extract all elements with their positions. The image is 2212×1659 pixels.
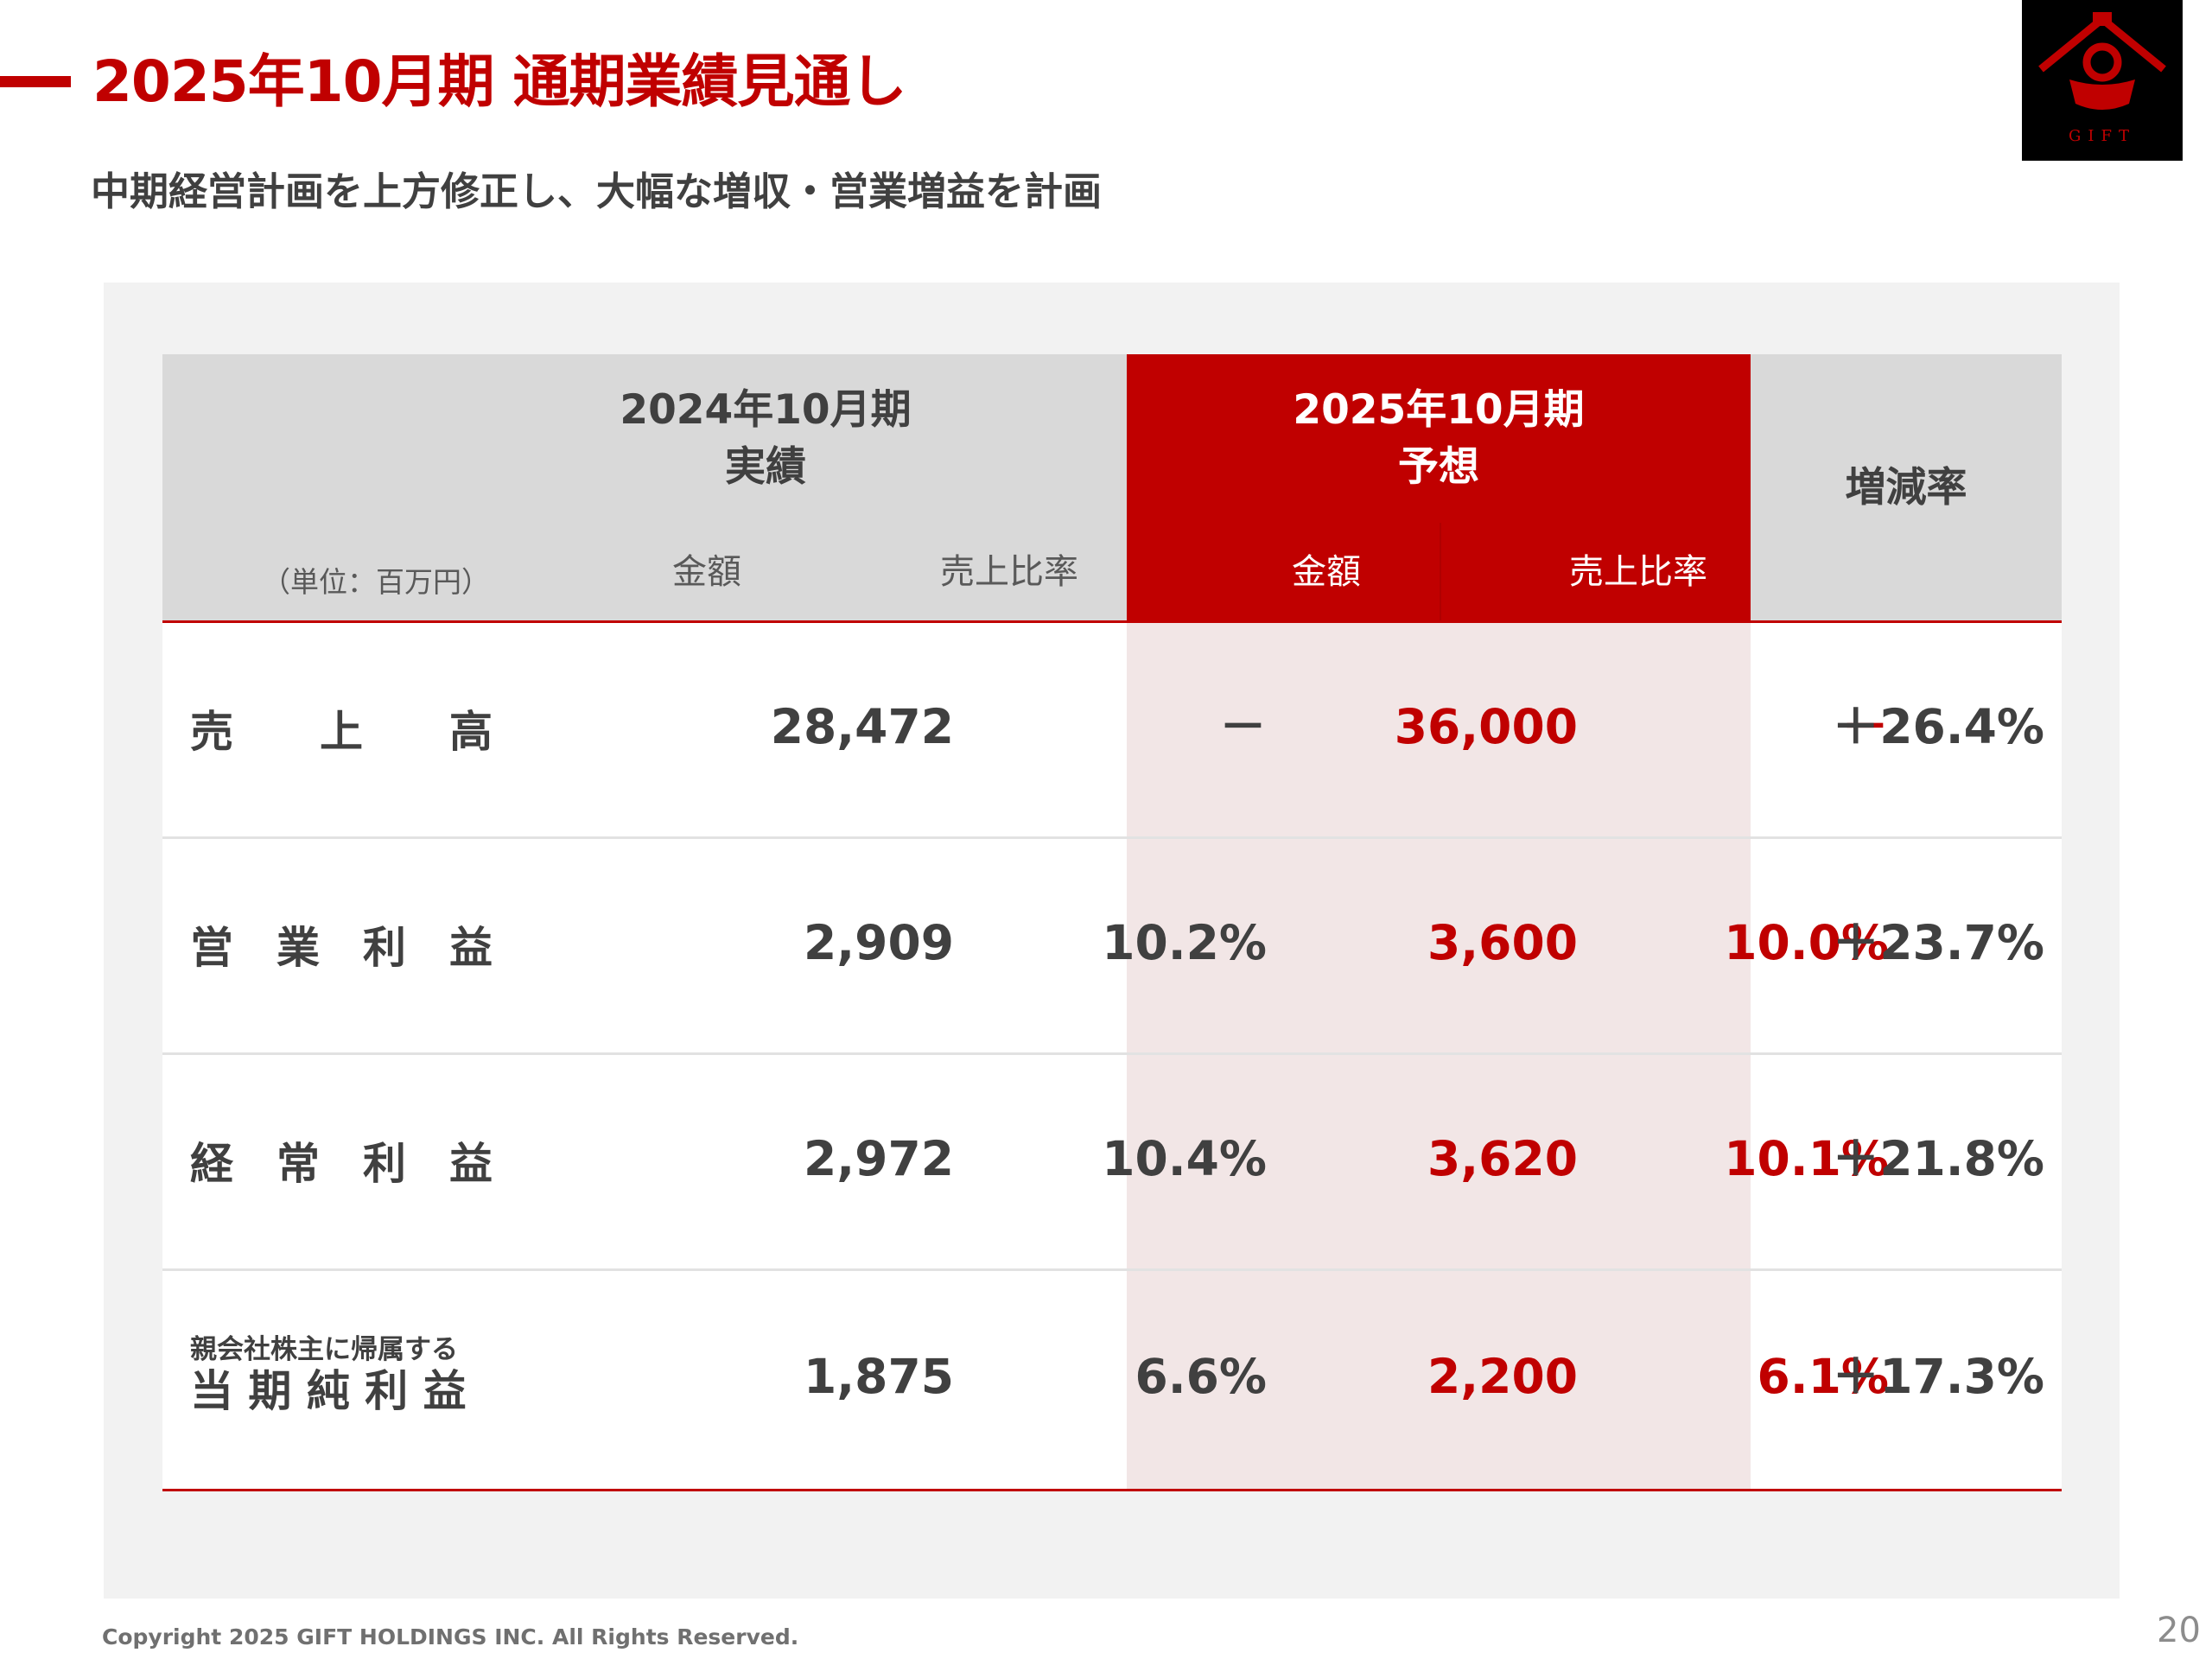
ordinary-actual-amount: 2,972	[804, 1131, 954, 1186]
net-forecast-amount: 2,200	[1427, 1349, 1578, 1404]
company-logo: GIFT	[2022, 0, 2183, 161]
operating-actual-ratio: 10.2%	[1102, 915, 1267, 970]
rate-header-bg	[1751, 354, 2062, 620]
ordinary-forecast-ratio: 10.1%	[1724, 1131, 1889, 1186]
sales-forecast-ratio: －	[1840, 699, 1889, 754]
table-bottom-rule	[162, 1489, 2062, 1491]
page-title: 2025年10月期 通期業績見通し	[92, 48, 907, 115]
unit-label: （単位：百万円）	[262, 565, 490, 599]
ordinary-change-rate: ＋21.8%	[1832, 1131, 2044, 1186]
gift-logo-icon: GIFT	[2022, 0, 2183, 161]
forecast-body-tint	[1127, 623, 1751, 1489]
actual-header-line2: 実績	[725, 443, 806, 491]
net-change-rate: ＋17.3%	[1832, 1349, 2044, 1404]
forecast-header-title: 2025年10月期 予想	[1223, 382, 1655, 496]
sales-forecast-amount: 36,000	[1394, 699, 1578, 754]
actual-header-line1: 2024年10月期	[620, 386, 912, 434]
operating-forecast-ratio: 10.0%	[1724, 915, 1889, 970]
operating-change-rate: ＋23.7%	[1832, 915, 2044, 970]
copyright: Copyright 2025 GIFT HOLDINGS INC. All Ri…	[102, 1624, 799, 1649]
sales-change-rate: ＋26.4%	[1832, 699, 2044, 754]
net-actual-ratio: 6.6%	[1135, 1349, 1267, 1404]
operating-forecast-amount: 3,600	[1427, 915, 1578, 970]
ordinary-actual-ratio: 10.4%	[1102, 1131, 1267, 1186]
forecast-table: 2024年10月期 実績 2025年10月期 予想 増減率 （単位：百万円） 金…	[162, 354, 2062, 1491]
row-label-net-income-prefix: 親会社株主に帰属する	[190, 1334, 458, 1365]
rate-header: 増減率	[1845, 464, 1967, 512]
ordinary-forecast-amount: 3,620	[1427, 1131, 1578, 1186]
forecast-header-bg	[1127, 354, 1751, 620]
forecast-amount-header: 金額	[1292, 552, 1361, 592]
row-label-sales: 売 上 高	[190, 707, 493, 757]
forecast-header-line1: 2025年10月期	[1293, 386, 1585, 434]
operating-actual-amount: 2,909	[804, 915, 954, 970]
logo-text: GIFT	[2069, 127, 2136, 145]
net-actual-amount: 1,875	[804, 1349, 954, 1404]
forecast-column-divider	[1440, 523, 1441, 620]
actual-ratio-header: 売上比率	[940, 552, 1078, 592]
actual-header-title: 2024年10月期 実績	[550, 382, 982, 496]
forecast-ratio-header: 売上比率	[1569, 552, 1707, 592]
sales-actual-amount: 28,472	[770, 699, 954, 754]
actual-header-bg	[162, 354, 1127, 620]
header-rule	[162, 620, 2062, 623]
row-label-ordinary-income: 経 常 利 益	[190, 1139, 493, 1189]
row-label-operating-income: 営 業 利 益	[190, 923, 493, 973]
row-label-net-income: 当 期 純 利 益	[190, 1366, 467, 1416]
sales-actual-ratio: －	[1218, 699, 1267, 754]
page-subtitle: 中期経営計画を上方修正し、大幅な増収・営業増益を計画	[91, 168, 1103, 214]
row-separator	[162, 1268, 2062, 1271]
page-number: 20	[2157, 1611, 2201, 1650]
actual-amount-header: 金額	[672, 552, 741, 592]
row-separator	[162, 1052, 2062, 1055]
row-separator	[162, 836, 2062, 839]
net-forecast-ratio: 6.1%	[1757, 1349, 1889, 1404]
forecast-header-line2: 予想	[1398, 443, 1479, 491]
title-accent-bar	[0, 76, 71, 87]
